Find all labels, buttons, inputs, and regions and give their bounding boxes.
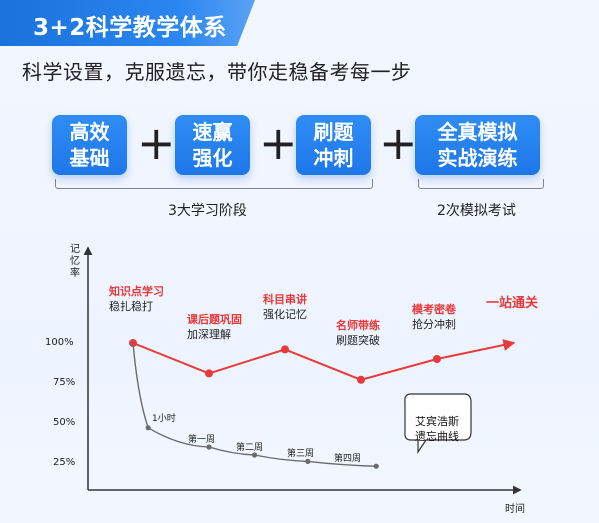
- stage-intensive-line1: 速赢: [192, 120, 233, 144]
- decay-point-label: 第四周: [334, 454, 362, 464]
- bubble-line-1: 艾宾浩斯: [415, 415, 459, 428]
- annotation-title: 名师带练: [336, 319, 380, 332]
- stage-mock-exam: 全真模拟 实战演练: [415, 115, 540, 175]
- stage-intensive-line2: 强化: [192, 146, 233, 170]
- chart-marks: [129, 339, 516, 469]
- stage-intensive: 速赢 强化: [175, 115, 250, 175]
- mock-exams-label: 2次模拟考试: [437, 203, 516, 219]
- annotation-title: 模考密卷: [412, 303, 456, 316]
- y-tick-label: 100%: [45, 337, 74, 348]
- speech-bubble: [404, 393, 472, 454]
- annotation-subtitle: 强化记忆: [263, 308, 307, 321]
- review-point: [357, 375, 365, 384]
- decay-point-label: 第三周: [287, 449, 315, 459]
- review-point: [433, 355, 441, 363]
- y-axis-label: 记忆率: [70, 244, 80, 279]
- stage-mock-exam-line2: 实战演练: [437, 146, 518, 170]
- mock-exams-bracket: [418, 179, 544, 189]
- study-phases-label: 3大学习阶段: [168, 203, 247, 219]
- y-tick-label: 25%: [53, 457, 76, 468]
- forgetting-point: [145, 425, 151, 431]
- study-phases-bracket: [55, 179, 373, 189]
- decay-point-label: 第一周: [188, 435, 216, 445]
- ebbinghaus-bubble-text: 艾宾浩斯 遗忘曲线: [404, 414, 470, 444]
- review-curve-line: [132, 339, 516, 381]
- title-banner: [0, 0, 255, 46]
- y-tick-label: 75%: [53, 377, 76, 388]
- forgetting-point: [252, 452, 258, 458]
- page-subtitle: 科学设置，克服遗忘，带你走稳备考每一步: [22, 60, 412, 84]
- stage-basic-line1: 高效: [69, 120, 110, 144]
- decay-point-label: 第二周: [236, 443, 264, 453]
- annotation-subtitle: 加深理解: [187, 328, 231, 341]
- review-point: [281, 345, 289, 354]
- y-tick-label: 50%: [53, 417, 76, 428]
- stage-basic: 高效 基础: [52, 115, 127, 175]
- plus-sign: +: [259, 116, 298, 170]
- stage-basic-line2: 基础: [69, 146, 110, 170]
- stage-mock-exam-line1: 全真模拟: [437, 120, 518, 144]
- bubble-line-2: 遗忘曲线: [415, 430, 459, 443]
- review-point: [205, 369, 213, 378]
- page-title: 3+2科学教学体系: [33, 15, 227, 41]
- x-axis-label: 时间: [505, 504, 525, 515]
- stage-sprint-line2: 冲刺: [313, 146, 354, 170]
- annotation-title: 一站通关: [486, 296, 539, 311]
- decay-point-label: 1小时: [152, 414, 176, 424]
- annotation-title: 科目串讲: [263, 293, 307, 306]
- forgetting-point: [305, 458, 311, 464]
- stage-sprint-line1: 刷题: [313, 120, 354, 144]
- annotation-title: 知识点学习: [109, 285, 164, 298]
- annotation-subtitle: 刷题突破: [336, 334, 380, 347]
- plus-sign: +: [137, 116, 176, 170]
- annotation-title: 课后题巩固: [187, 313, 242, 326]
- forgetting-point: [373, 463, 379, 469]
- annotation-subtitle: 稳扎稳打: [109, 300, 153, 313]
- forgetting-point: [206, 444, 212, 450]
- annotation-subtitle: 抢分冲刺: [412, 318, 456, 331]
- forgetting-curve-line: [132, 342, 377, 467]
- plus-sign: +: [379, 116, 418, 170]
- stage-sprint: 刷题 冲刺: [296, 115, 371, 175]
